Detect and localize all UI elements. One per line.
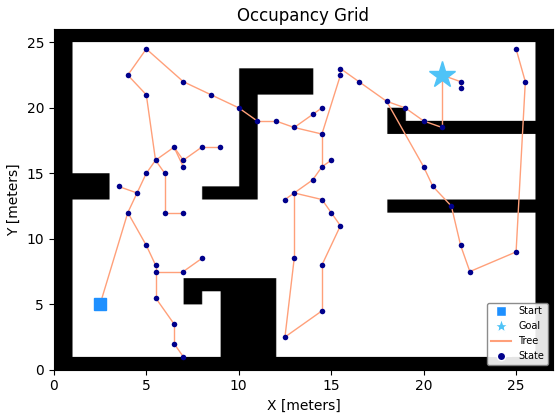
Legend: Start, Goal, Tree, State: Start, Goal, Tree, State <box>487 302 548 365</box>
X-axis label: X [meters]: X [meters] <box>267 399 340 413</box>
Title: Occupancy Grid: Occupancy Grid <box>237 7 370 25</box>
Y-axis label: Y [meters]: Y [meters] <box>7 163 21 236</box>
